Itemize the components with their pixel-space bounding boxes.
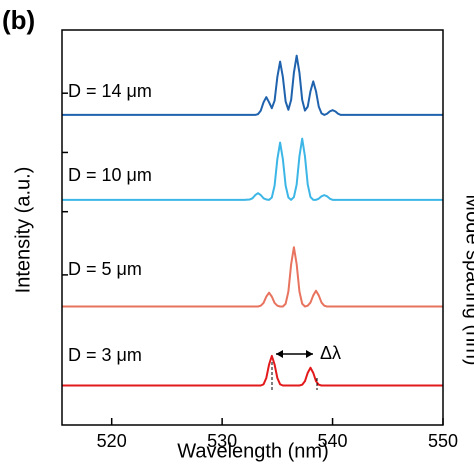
series-label: D = 3 μm [68, 345, 142, 365]
annotation: Δλ [320, 343, 341, 363]
plot-area [62, 54, 443, 387]
spectrum-line [62, 354, 443, 387]
y2-axis-title: Mode spacing (nm) [462, 194, 474, 365]
spectrum-line [62, 137, 443, 201]
y-axis-title: Intensity (a.u.) [12, 167, 34, 294]
x-tick-label: 530 [207, 431, 237, 451]
x-axis-title: Wavelength (nm) [177, 440, 329, 462]
spectrum-line [62, 246, 443, 308]
series-label: D = 10 μm [68, 165, 152, 185]
x-tick-label: 550 [428, 431, 458, 451]
axes-frame [61, 29, 444, 426]
series-label: D = 14 μm [68, 81, 152, 101]
series-label: D = 5 μm [68, 259, 142, 279]
spectrum-line [62, 54, 443, 116]
x-tick-label: 540 [318, 431, 348, 451]
x-tick-label: 520 [97, 431, 127, 451]
panel-label: (b) [2, 5, 35, 35]
